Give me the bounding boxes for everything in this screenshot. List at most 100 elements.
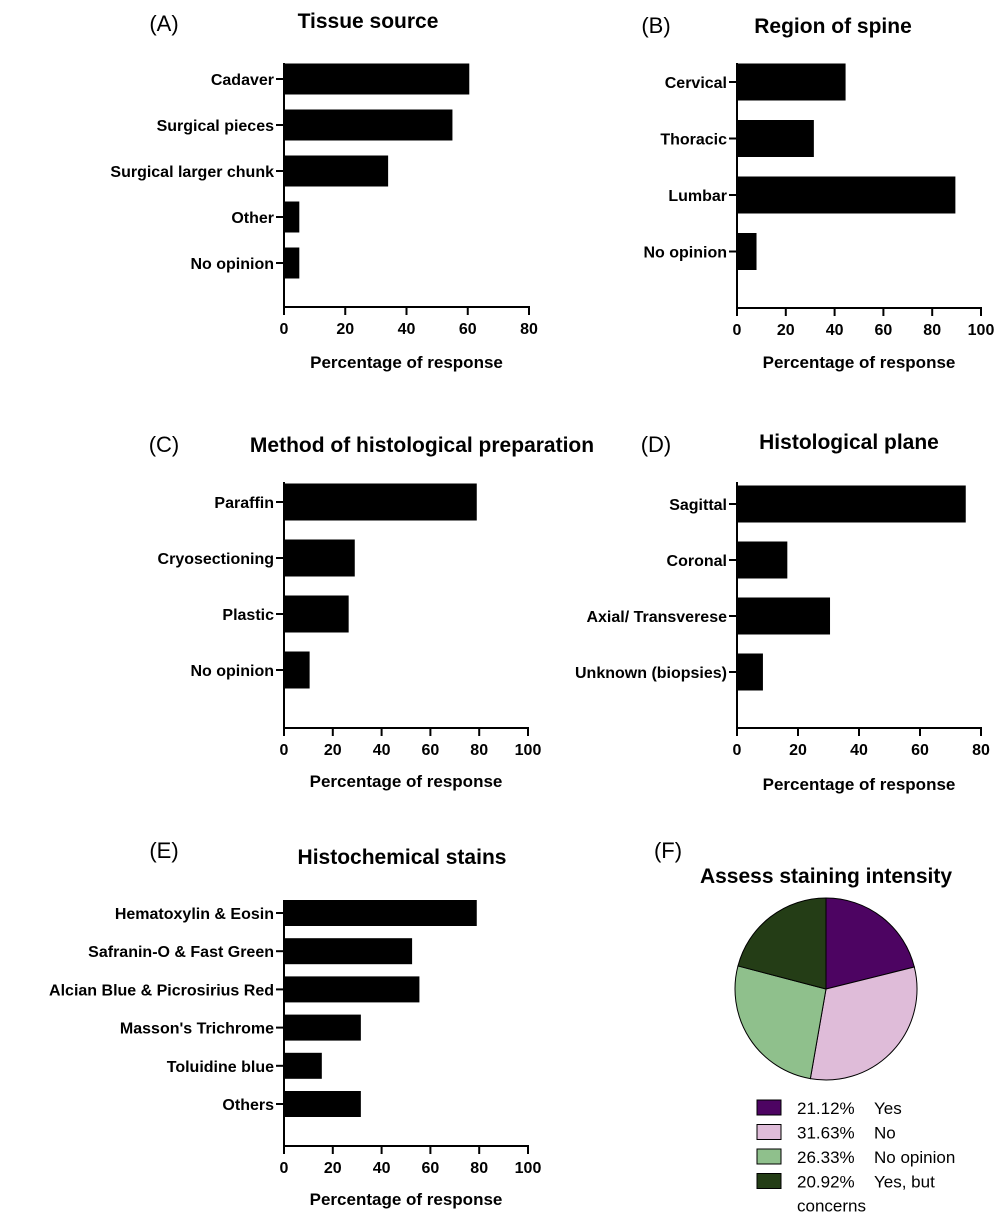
pie-panel: (F) Assess staining intensity 21.12% Yes 31.… [654,838,955,1213]
x-axis-title: Percentage of response [763,775,956,794]
x-tick-label: 60 [911,742,929,759]
category-label: Alcian Blue & Picrosirius Red [49,982,274,999]
category-label: Axial/ Transverese [586,609,727,626]
category-label: No opinion [643,245,727,262]
panel-title: Histochemical stains [298,846,507,869]
bar [284,900,477,926]
x-tick-label: 80 [470,742,488,759]
bar [737,485,966,523]
bar [284,1014,361,1041]
category-label: Thoracic [660,132,727,149]
panel-letter: (B) [641,13,670,38]
category-label: Surgical larger chunk [110,164,274,181]
x-tick-label: 20 [324,1160,342,1177]
category-label: Sagittal [669,497,727,514]
category-label: No opinion [190,256,274,273]
category-label: Cervical [665,75,727,92]
panel-letter: (F) [654,838,682,863]
bar [284,539,355,577]
category-label: Surgical pieces [157,118,274,135]
x-tick-label: 80 [520,321,538,338]
bar [737,597,831,635]
x-tick-label: 40 [373,1160,391,1177]
bar [284,1052,322,1079]
category-label: Lumbar [668,188,727,205]
legend-label: No [874,1124,896,1143]
x-axis-title: Percentage of response [310,353,503,372]
legend-swatch [756,1173,782,1189]
panel-title: Tissue source [298,10,439,33]
pie-slice [825,897,915,990]
legend-label-cont: concerns [797,1197,866,1213]
x-tick-label: 0 [733,322,742,339]
x-axis-title: Percentage of response [310,772,503,791]
legend-percent: 20.92% [797,1173,855,1192]
panel-letter: (A) [149,11,178,36]
bar-panel: (B) Region of spine Cervical Thoracic Lumbar… [641,13,994,372]
panel-letter: (E) [149,838,178,863]
category-label: Masson's Trichrome [120,1021,274,1038]
panel-title: Region of spine [754,15,912,38]
category-label: Toluidine blue [167,1059,274,1076]
legend-swatch [756,1124,782,1140]
bar [284,651,310,689]
x-tick-label: 20 [336,321,354,338]
x-tick-label: 20 [324,742,342,759]
bar-panel: (D) Histological plane Sagittal Coronal Axia… [575,431,990,794]
category-label: Cadaver [211,72,274,89]
legend-percent: 21.12% [797,1099,855,1118]
panel-title: Method of histological preparation [250,434,594,457]
x-tick-label: 60 [422,1160,440,1177]
category-label: Coronal [667,553,727,570]
bar [284,976,420,1003]
panel-letter: (D) [641,432,672,457]
panel-title: Histological plane [759,431,939,454]
bar [737,176,956,214]
category-label: No opinion [190,663,274,680]
bar [284,1091,361,1117]
x-tick-label: 60 [459,321,477,338]
bar [284,483,477,521]
x-tick-label: 0 [280,321,289,338]
legend-label: Yes [874,1099,902,1118]
x-tick-label: 40 [373,742,391,759]
bar [737,541,788,579]
legend-swatch [756,1099,782,1116]
bar [737,120,814,157]
x-tick-label: 80 [923,322,941,339]
panel-letter: (C) [149,432,180,457]
x-tick-label: 60 [422,742,440,759]
x-tick-label: 100 [968,322,995,339]
x-tick-label: 100 [515,742,542,759]
x-tick-label: 40 [850,742,868,759]
bar [737,233,757,270]
x-tick-label: 20 [789,742,807,759]
x-tick-label: 100 [515,1160,542,1177]
x-axis-title: Percentage of response [763,353,956,372]
bar [737,63,846,101]
x-tick-label: 20 [777,322,795,339]
legend-label: No opinion [874,1148,955,1167]
bar [737,653,763,691]
x-tick-label: 80 [972,742,990,759]
category-label: Others [222,1097,274,1114]
x-tick-label: 60 [875,322,893,339]
category-label: Plastic [222,607,274,624]
legend-swatch [756,1148,782,1165]
legend-label: Yes, but [874,1173,935,1192]
x-tick-label: 0 [733,742,742,759]
x-tick-label: 0 [280,742,289,759]
x-tick-label: 40 [398,321,416,338]
bar [284,63,470,95]
category-label: Paraffin [214,495,274,512]
bar [284,109,453,141]
bar [284,938,413,965]
category-label: Hematoxylin & Eosin [115,906,274,923]
bar-panel: (A) Tissue source Cadaver Surgical pieces Su… [110,10,538,372]
bar-panel: (E) Histochemical stains Hematoxylin & Eos… [49,838,541,1209]
category-label: Cryosectioning [158,551,274,568]
category-label: Other [231,210,274,227]
x-axis-title: Percentage of response [310,1190,503,1209]
pie-slice [737,897,827,990]
